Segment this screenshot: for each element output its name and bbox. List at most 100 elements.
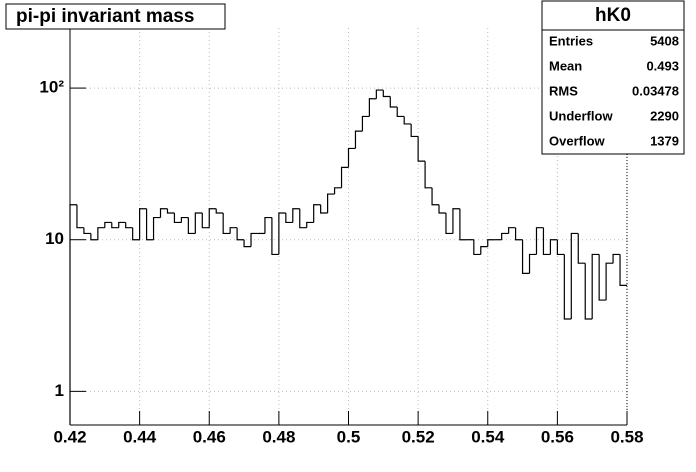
histogram-bin [271, 217, 279, 256]
histogram-bin [118, 221, 126, 228]
histogram-bin [152, 216, 161, 240]
histogram-bin [382, 90, 391, 98]
histogram-bin [313, 204, 321, 223]
histogram-bin [201, 213, 210, 229]
histogram-bin [591, 253, 600, 320]
histogram-bin [333, 187, 342, 195]
x-tick-label: 0.58 [610, 427, 643, 446]
stats-label: Underflow [549, 108, 613, 123]
histogram-bin [132, 227, 140, 241]
histogram-bin [549, 239, 558, 255]
histogram-bin [570, 232, 579, 320]
histogram-bin [215, 208, 224, 214]
stats-frame [541, 0, 685, 155]
histogram-bin [76, 204, 84, 229]
histogram-bin [521, 239, 530, 274]
histogram-bin [563, 254, 572, 320]
histogram-bin [222, 213, 231, 235]
x-tick-label: 0.54 [471, 427, 505, 446]
histogram-bin [83, 227, 91, 235]
histogram-bin [292, 208, 300, 223]
histogram-bin [542, 227, 551, 256]
histogram-bin [424, 161, 433, 189]
y-tick-label: 10 [45, 229, 64, 248]
histogram-bin [389, 96, 398, 108]
stats-box: hK0 Entries 5408 Mean 0.493 RMS 0.03478 Underf… [541, 0, 685, 155]
x-tick-label: 0.48 [262, 427, 295, 446]
histogram-bin [340, 166, 349, 188]
histogram-bin [250, 232, 258, 247]
histogram-bin [306, 221, 314, 228]
title-box [5, 3, 226, 30]
stats-label: RMS [549, 83, 578, 98]
histogram-bin [431, 187, 440, 206]
x-tick-label: 0.56 [541, 427, 574, 446]
histogram-bin [229, 227, 238, 234]
histogram-bin [90, 233, 98, 241]
histogram-bin [452, 208, 460, 234]
histogram-bin [535, 227, 544, 255]
histogram-bin [605, 262, 614, 301]
histogram-bin [208, 208, 217, 228]
histogram-bin [125, 222, 133, 229]
stats-value: 5408 [650, 33, 679, 48]
stats-value: 0.03478 [632, 83, 679, 98]
histogram-bin [354, 130, 363, 149]
stats-label: Entries [549, 33, 593, 48]
stats-label: Overflow [549, 133, 606, 148]
histogram-bin [577, 233, 586, 264]
histogram-bin [515, 227, 523, 241]
stats-value: 2290 [650, 108, 679, 123]
histogram-bin [487, 239, 495, 247]
histogram-bin [528, 253, 537, 274]
histogram-bin [327, 193, 335, 214]
histogram-bin [187, 217, 196, 235]
histogram-bin [508, 227, 516, 234]
histogram-bin [264, 216, 272, 234]
x-tick-label: 0.46 [193, 427, 226, 446]
histogram-bin [501, 232, 509, 240]
histogram-bin [69, 204, 77, 425]
histogram-bin [159, 208, 168, 218]
histogram-bin [612, 253, 621, 264]
histogram-bin [139, 208, 147, 240]
stats-title: hK0 [595, 5, 631, 26]
stats-value: 0.493 [646, 58, 679, 73]
histogram-bin [299, 208, 307, 229]
histogram-bin [619, 254, 627, 286]
histogram-bin [473, 239, 481, 256]
histogram-bin [347, 147, 356, 168]
x-tick-label: 0.44 [123, 427, 157, 446]
histogram-bin [445, 213, 453, 235]
histogram-bin [173, 213, 182, 224]
histogram-bin [104, 221, 112, 228]
histogram-bin [556, 239, 565, 256]
histogram-bin [111, 222, 119, 229]
histogram-bin [236, 227, 245, 241]
x-tick-label: 0.52 [402, 427, 435, 446]
histogram-bin [368, 98, 377, 117]
histogram-bin [145, 208, 154, 241]
histogram-bin [97, 227, 105, 240]
histogram-bin [598, 254, 607, 301]
histogram-bin [166, 208, 175, 214]
x-tick-label: 0.42 [53, 427, 86, 446]
stats-label: Mean [549, 58, 582, 73]
histogram-bin [438, 204, 446, 214]
x-tick-label: 0.5 [337, 427, 361, 446]
histogram-bin [480, 246, 488, 255]
histogram-bin [403, 116, 412, 125]
stats-value: 1379 [650, 133, 679, 148]
histogram-bin [243, 239, 252, 248]
chart-title: pi-pi invariant mass [16, 6, 194, 27]
y-tick-label: 10² [39, 78, 64, 97]
histogram-bin [278, 212, 286, 255]
histogram-bin [285, 213, 293, 224]
y-tick-label: 1 [55, 381, 64, 400]
histogram-bin [375, 89, 384, 99]
histogram-bin [459, 208, 467, 241]
histogram-bin [584, 263, 593, 320]
histogram-bin [396, 107, 405, 118]
histogram-bin [320, 204, 328, 214]
